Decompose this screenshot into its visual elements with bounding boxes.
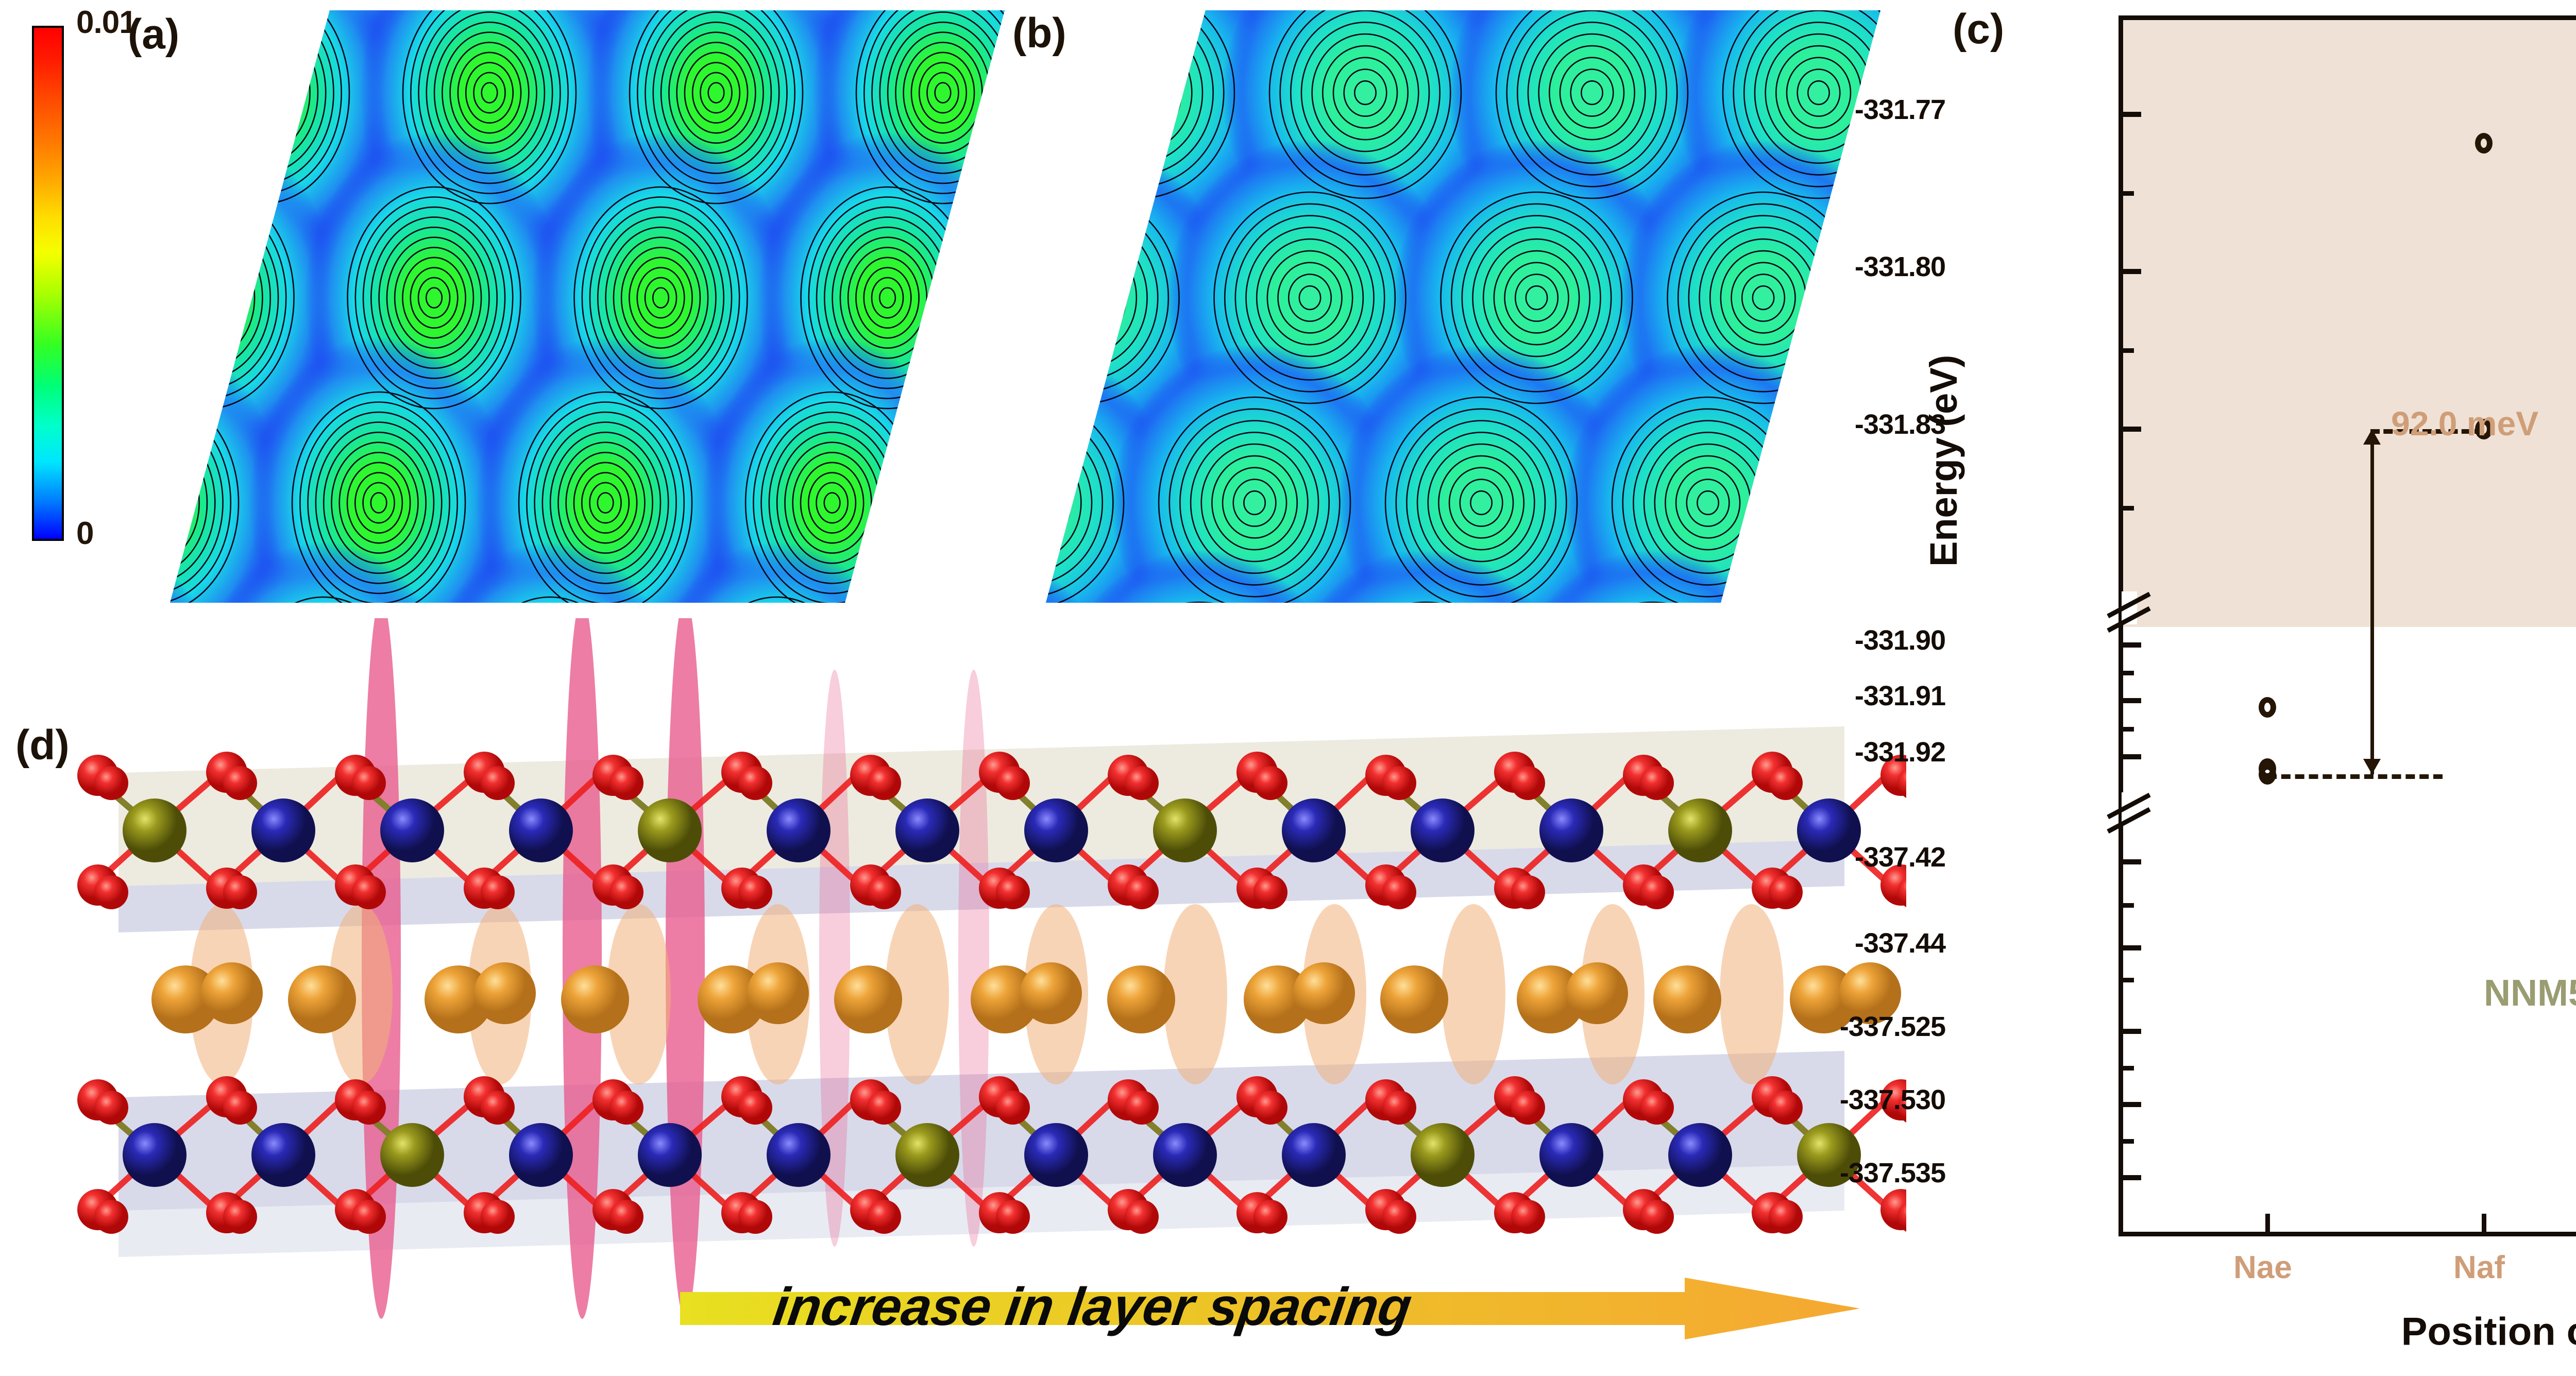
x-axis-tick-label-0: Nae: [2233, 1250, 2292, 1285]
y-axis-title: Energy (eV): [1922, 354, 1965, 567]
dash-upper-nnm67: [2370, 429, 2484, 434]
y-tick-minor: [2123, 348, 2134, 353]
y-axis-tick-label: -337.42: [1854, 842, 1946, 873]
y-tick-minor: [2123, 1065, 2134, 1071]
colorbar-max-label: 0.01: [76, 5, 137, 40]
y-axis-tick-label: -331.77: [1854, 94, 1946, 125]
arrow-text: increase in layer spacing: [770, 1278, 1415, 1337]
panel-b-label: (b): [1012, 10, 1066, 57]
axis-break-left-lower: [2107, 792, 2151, 834]
y-tick-minor: [2123, 726, 2134, 732]
panel-a-label: (a): [128, 11, 180, 58]
panel-c-label: (c): [1953, 6, 2005, 53]
y-axis-tick-label: -331.83: [1854, 409, 1946, 440]
x-tick: [2265, 1214, 2270, 1232]
contour-plot-a: [170, 10, 1005, 603]
y-axis-tick-label: -337.525: [1839, 1011, 1946, 1042]
plot-frame: 92.0 meVNNM6783.9 meVNNM50: [2119, 15, 2576, 1236]
x-axis-tick-label-1: Naf: [2453, 1250, 2505, 1285]
y-tick-major: [2123, 945, 2141, 950]
y-axis-tick-label: -331.80: [1854, 251, 1946, 283]
y-tick-minor: [2123, 1139, 2134, 1144]
y-tick-major: [2123, 859, 2141, 865]
x-tick: [2482, 1214, 2486, 1232]
y-tick-major: [2123, 642, 2141, 648]
y-tick-minor: [2123, 978, 2134, 983]
y-axis-tick-label: -331.92: [1854, 736, 1946, 768]
panel-d-label: (d): [15, 722, 70, 769]
gap-label-nnm67: 92.0 meV: [2391, 404, 2539, 443]
y-tick-major: [2123, 1102, 2141, 1108]
energy-scatter-chart: 92.0 meVNNM6783.9 meVNNM50 -331.77 -331.8…: [1840, 0, 2576, 1376]
gap-arrow-nnm67-head-down: [2363, 759, 2381, 775]
y-axis-tick-label: -331.91: [1854, 681, 1946, 712]
arrow-shape: [680, 1278, 1860, 1339]
x-axis-title-text: Position of Na: [2401, 1310, 2576, 1354]
y-axis-tick-label: -337.535: [1839, 1158, 1946, 1189]
data-point-marker[interactable]: [2259, 697, 2276, 718]
dash-lower-nnm67: [2267, 774, 2443, 779]
y-tick-minor: [2123, 671, 2134, 676]
y-tick-major: [2123, 427, 2141, 432]
region-label-nnm50: NNM50: [2484, 973, 2576, 1014]
gap-arrow-nnm67-line: [2370, 429, 2374, 775]
y-axis-tick-label: -337.530: [1839, 1084, 1946, 1116]
y-tick-minor: [2123, 903, 2134, 908]
y-axis-tick-label: -337.44: [1854, 927, 1946, 959]
layer-spacing-arrow: increase in layer spacing: [680, 1278, 1860, 1339]
y-axis-tick-label: -331.90: [1854, 625, 1946, 656]
axis-break-left-upper: [2107, 591, 2151, 633]
crystal-structure-d: [77, 618, 1906, 1319]
y-tick-major: [2123, 1175, 2141, 1181]
colorbar-min-label: 0: [76, 516, 94, 551]
y-tick-major: [2123, 1028, 2141, 1034]
colorbar: [32, 26, 64, 541]
y-tick-minor: [2123, 505, 2134, 511]
y-tick-minor: [2123, 191, 2134, 196]
y-tick-major: [2123, 269, 2141, 275]
data-point-marker[interactable]: [2475, 132, 2493, 154]
region-nnm67: [2123, 20, 2576, 627]
y-tick-major: [2123, 111, 2141, 117]
colorbar-gradient: [32, 26, 64, 541]
y-tick-major: [2123, 698, 2141, 704]
y-tick-major: [2123, 754, 2141, 759]
gap-arrow-nnm67-head-up: [2363, 429, 2381, 445]
x-axis-title: Position of Na+: [2401, 1309, 2576, 1354]
contour-plot-b: [1046, 10, 1880, 603]
